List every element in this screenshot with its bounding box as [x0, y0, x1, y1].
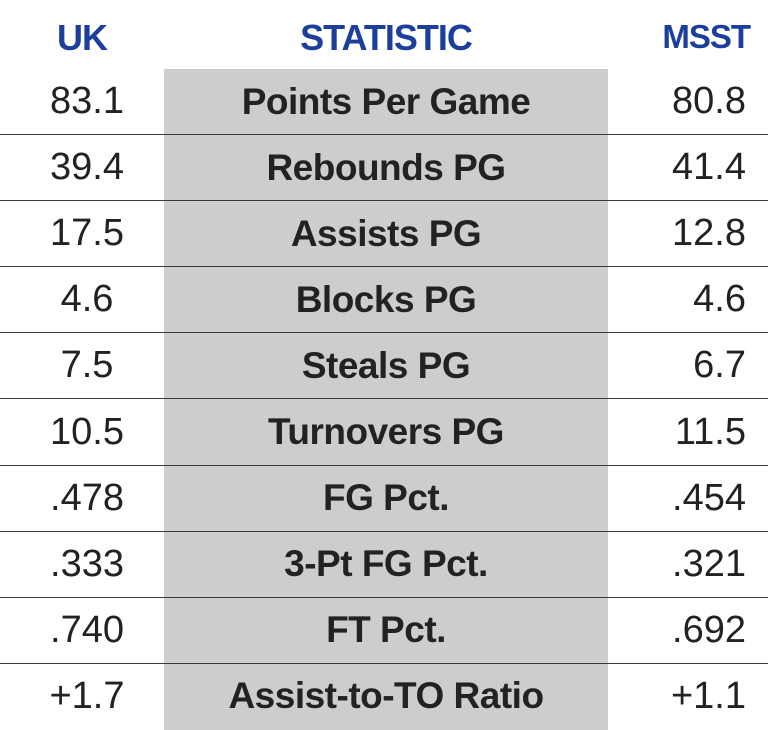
table-row: 17.5 Assists PG 12.8	[0, 201, 768, 268]
uk-value: .333	[50, 542, 124, 585]
statistic-column-band	[164, 69, 608, 730]
statistic-label: Assists PG	[290, 212, 482, 254]
msst-value: +1.1	[670, 674, 746, 717]
msst-value: .321	[672, 542, 746, 585]
uk-value: 4.6	[60, 278, 114, 321]
table-row: 39.4 Rebounds PG 41.4	[0, 135, 768, 202]
uk-value: 17.5	[50, 212, 124, 255]
table-row: 7.5 Steals PG 6.7	[0, 333, 768, 400]
msst-value: 41.4	[672, 146, 746, 189]
column-header-uk: UK	[57, 16, 108, 58]
statistic-label: Turnovers PG	[268, 411, 504, 453]
msst-value: 6.7	[693, 344, 746, 387]
statistic-label: FG Pct.	[322, 477, 450, 519]
msst-value: 11.5	[674, 410, 746, 453]
table-row: .478 FG Pct. .454	[0, 466, 768, 532]
column-header-msst: MSST	[662, 17, 751, 55]
statistic-label: Points Per Game	[241, 80, 531, 122]
column-header-statistic: STATISTIC	[300, 16, 473, 58]
uk-value: .740	[50, 608, 124, 651]
uk-value: 83.1	[50, 80, 124, 123]
msst-value: 12.8	[672, 212, 746, 255]
msst-value: 4.6	[693, 278, 746, 321]
msst-value: 80.8	[672, 80, 746, 123]
table-body: 83.1 Points Per Game 80.8 39.4 Rebounds …	[0, 69, 768, 729]
statistic-label: Assist-to-TO Ratio	[228, 675, 544, 717]
uk-value: 39.4	[50, 146, 124, 189]
table-row: 4.6 Blocks PG 4.6	[0, 267, 768, 334]
msst-value: .692	[672, 608, 746, 651]
uk-value: 7.5	[60, 344, 114, 387]
statistic-label: Blocks PG	[295, 278, 477, 320]
statistic-label: Rebounds PG	[266, 146, 506, 188]
statistic-label: Steals PG	[301, 344, 471, 386]
msst-value: .454	[672, 476, 746, 519]
uk-value: 10.5	[50, 410, 124, 453]
table-row: .740 FT Pct. .692	[0, 598, 768, 664]
statistic-label: 3-Pt FG Pct.	[284, 543, 488, 585]
table-row: 10.5 Turnovers PG 11.5	[0, 399, 768, 466]
statistic-label: FT Pct.	[326, 609, 446, 651]
table-row: 83.1 Points Per Game 80.8	[0, 69, 768, 136]
uk-value: .478	[50, 476, 124, 519]
table-row: +1.7 Assist-to-TO Ratio +1.1	[0, 664, 768, 729]
table-row: .333 3-Pt FG Pct. .321	[0, 532, 768, 598]
uk-value: +1.7	[49, 674, 125, 717]
